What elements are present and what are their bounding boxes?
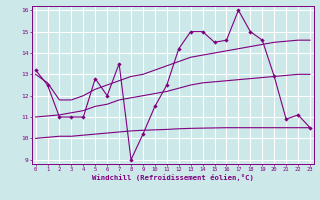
X-axis label: Windchill (Refroidissement éolien,°C): Windchill (Refroidissement éolien,°C) — [92, 174, 254, 181]
